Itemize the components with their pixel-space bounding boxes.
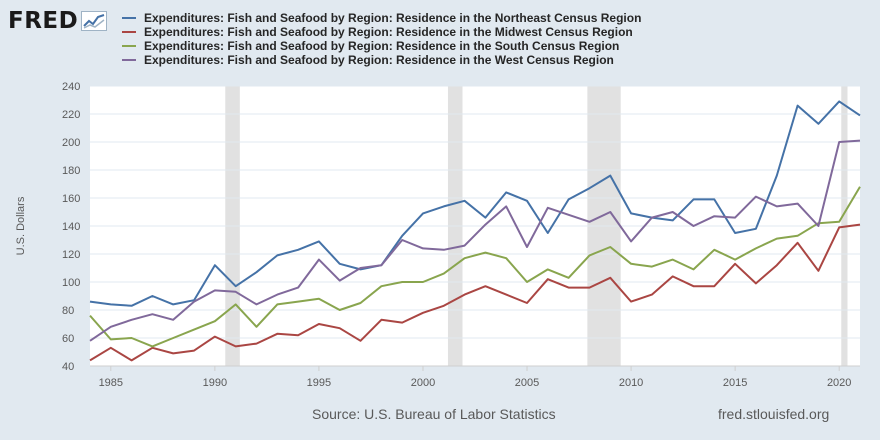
series-line-2 — [89, 223, 861, 362]
x-tick-label: 2010 — [619, 377, 643, 389]
legend-item: Expenditures: Fish and Seafood by Region… — [122, 53, 641, 67]
x-tick-label: 1985 — [99, 377, 123, 389]
y-tick-label: 140 — [62, 221, 80, 233]
y-tick-label: 120 — [62, 249, 80, 261]
y-tick-label: 220 — [62, 109, 80, 121]
legend-label: Expenditures: Fish and Seafood by Region… — [144, 11, 642, 25]
x-tick-label: 2005 — [515, 377, 539, 389]
x-tick-label: 2015 — [723, 377, 747, 389]
y-tick-label: 200 — [62, 137, 80, 149]
legend-label: Expenditures: Fish and Seafood by Region… — [144, 25, 633, 39]
fred-logo-text: FRED — [8, 8, 79, 34]
series-line-4 — [89, 139, 861, 342]
y-axis-title: U.S. Dollars — [15, 196, 27, 255]
legend-label: Expenditures: Fish and Seafood by Region… — [144, 53, 614, 67]
legend-swatch — [122, 31, 136, 33]
legend-swatch — [122, 59, 136, 61]
legend-item: Expenditures: Fish and Seafood by Region… — [122, 25, 641, 39]
x-tick-label: 1990 — [203, 377, 227, 389]
series-line-3 — [89, 186, 861, 348]
y-tick-label: 240 — [62, 81, 80, 93]
legend-item: Expenditures: Fish and Seafood by Region… — [122, 11, 641, 25]
fred-logo[interactable]: FRED — [8, 8, 108, 34]
x-tick-label: 1995 — [307, 377, 331, 389]
y-tick-label: 80 — [62, 305, 74, 317]
chart-plot: 40 60 80 100 120 140 160 180 200 220 240 1985 1990 19… — [15, 81, 861, 389]
legend-swatch — [122, 17, 136, 19]
y-tick-label: 40 — [62, 361, 74, 373]
chart-legend: Expenditures: Fish and Seafood by Region… — [122, 11, 641, 67]
y-tick-label: 100 — [62, 277, 80, 289]
x-tick-label: 2020 — [827, 377, 851, 389]
source-note: Source: U.S. Bureau of Labor Statistics — [312, 406, 556, 422]
series-line-1 — [89, 100, 861, 307]
fred-chart-icon — [81, 11, 108, 31]
site-link[interactable]: fred.stlouisfed.org — [718, 406, 830, 422]
y-tick-label: 60 — [62, 333, 74, 345]
legend-label: Expenditures: Fish and Seafood by Region… — [144, 39, 620, 53]
x-tick-label: 2000 — [411, 377, 435, 389]
y-tick-label: 180 — [62, 165, 80, 177]
legend-item: Expenditures: Fish and Seafood by Region… — [122, 39, 641, 53]
y-tick-label: 160 — [62, 193, 80, 205]
legend-swatch — [122, 45, 136, 47]
